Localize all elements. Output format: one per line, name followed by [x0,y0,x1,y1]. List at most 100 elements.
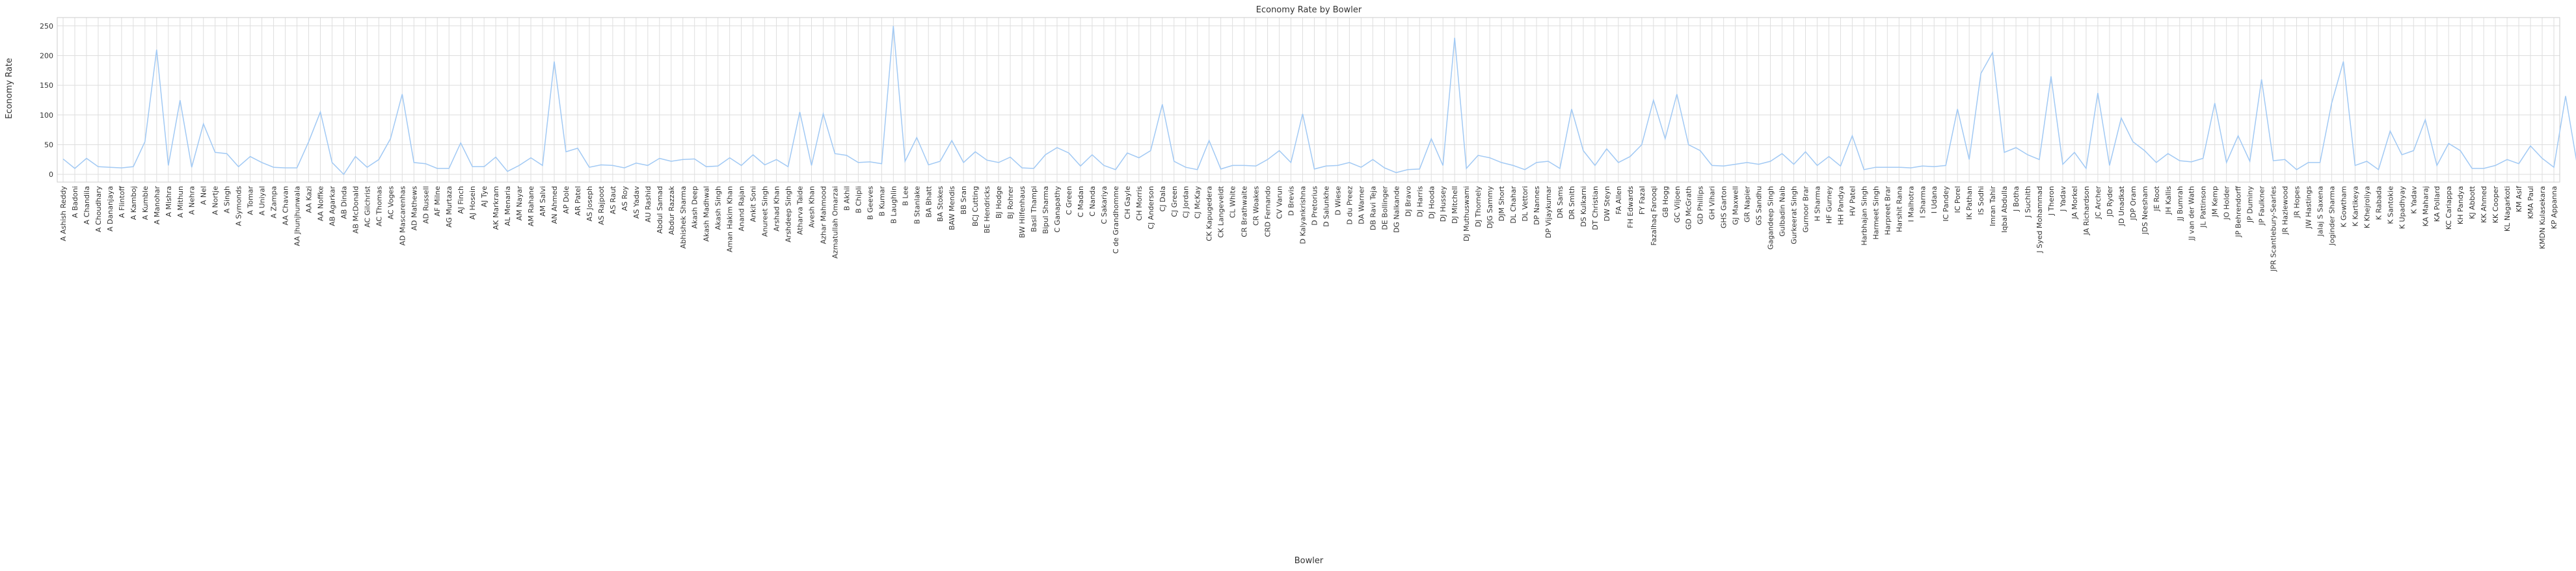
x-tick-label: DJ Thornely [1474,186,1483,228]
x-tick-label: CH Gayle [1123,186,1132,219]
x-tick-label: JPR Scantlebury-Searles [2270,186,2278,272]
x-tick-label: A Singh [223,186,232,213]
x-tick-label: JL Pattinson [2199,186,2208,228]
x-tick-label: AB Agarkar [328,186,336,226]
x-tick-label: HV Patel [1848,186,1857,216]
x-tick-label: KK Ahmed [2480,186,2488,223]
x-tick-label: A Kamboj [129,186,138,220]
x-tick-label: BA Bhatt [924,185,933,217]
x-tick-label: HH Pandya [1836,186,1845,225]
x-tick-label: AJ Hosein [468,186,477,220]
x-tick-label: AS Roy [621,186,629,211]
x-tick-label: AD Russell [422,186,430,224]
x-tick-label: JD Unadkat [2117,185,2126,226]
x-tick-label: Joginder Sharma [2328,186,2336,246]
line-series [62,25,2576,176]
x-tick-label: KP Appanna [2550,186,2558,229]
x-tick-label: D Salunkhe [1322,186,1330,227]
x-tick-label: Basil Thampi [1030,186,1038,232]
x-tick-label: HF Gurney [1825,186,1833,224]
x-tick-label: DJ Mitchell [1451,186,1459,224]
x-tick-label: DA Warner [1357,186,1365,224]
x-tick-label: D Pretorius [1310,186,1319,226]
x-tick-label: DJM Short [1497,185,1506,221]
x-tick-label: CJ Anderson [1147,186,1155,230]
x-tick-label: A Nortje [211,186,220,215]
x-tick-label: GD Phillips [1697,186,1705,224]
x-tick-label: KH Pandya [2456,186,2465,224]
x-tick-label: DG Nalkande [1392,186,1401,233]
x-tick-label: BCJ Cutting [971,186,980,226]
x-tick-label: C de Grandhomme [1112,186,1120,254]
x-tick-label: AA Noffke [316,186,325,221]
x-tick-label: JE Root [2153,185,2161,211]
x-tick-label: KK Cooper [2491,186,2500,224]
x-tick-label: GS Sandhu [1755,186,1764,226]
x-tick-label: DJ Muthuswami [1462,186,1471,241]
x-tick-label: D du Preez [1345,186,1354,225]
x-tick-label: IC Pandey [1942,186,1950,222]
x-tick-label: D Wiese [1334,186,1342,215]
x-tick-label: AC Thomas [375,186,383,226]
x-tick-label: CJ Green [1170,186,1179,217]
x-tick-label: JP Faulkner [2258,186,2266,226]
x-tick-label: Ankit Soni [749,186,758,222]
x-tick-label: GHS Garton [1720,186,1728,228]
x-tick-label: AD Mathews [410,186,418,231]
x-tick-label: KJ Abbott [2468,185,2476,219]
x-tick-label: B Geeves [866,186,874,220]
x-tick-label: K Upadhyay [2398,186,2406,230]
x-tick-label: Harpreet Brar [1883,186,1892,235]
x-tick-label: A Symonds [235,186,243,226]
y-tick-label: 100 [40,111,53,120]
x-tick-label: JDP Oram [2129,186,2138,220]
x-tick-label: DP Vijaykumar [1544,186,1553,239]
x-tick-label: BJ Hodge [995,186,1003,219]
x-tick-label: AM Rahane [527,186,535,226]
x-tick-label: JJ Bumrah [2176,186,2184,221]
x-tick-label: Iqbal Abdulla [2000,186,2009,233]
x-tick-label: AA Kazi [305,186,314,213]
x-tick-label: A Chandila [83,186,91,224]
x-tick-label: IS Sodhi [1977,186,1985,215]
x-tick-label: DP Nannes [1533,186,1541,225]
x-tick-label: GH Vihari [1708,186,1717,220]
x-tick-label: Abdur Razzak [667,185,676,235]
x-tick-label: DB Ravi Teja [1369,186,1377,230]
x-tick-label: A Badoni [71,186,79,218]
x-tick-label: A Kumble [141,186,150,220]
x-tick-label: GD McGrath [1685,186,1693,230]
x-tick-label: JC Archer [2094,186,2102,220]
x-tick-label: Arshdeep Singh [785,186,793,243]
x-tick-label: J Yadav [2059,186,2067,212]
x-tick-label: Anureet Singh [761,186,770,237]
x-tick-label: AS Yadav [632,186,641,219]
x-tick-label: JJ van der Wath [2188,186,2196,241]
x-tick-label: H Sharma [1813,186,1821,221]
x-tick-label: JR Hazlewood [2281,186,2290,235]
x-tick-label: JW Hastings [2304,186,2313,230]
x-tick-label: BAW Mendis [948,186,956,230]
x-tick-label: J Suchith [2024,186,2032,218]
x-tick-label: DW Steyn [1603,186,1611,221]
x-tick-label: JD Ryder [2106,186,2114,218]
x-tick-label: DJ Hooda [1427,186,1436,219]
x-tick-label: K Rabada [2374,186,2383,220]
x-tick-label: AU Rashid [644,186,652,222]
x-tick-label: DL Chahar [1509,186,1518,224]
x-tick-label: DR Smith [1568,186,1576,220]
x-tick-label: A Mithun [176,186,185,218]
x-tick-label: AS Rajpoot [597,185,606,225]
x-tick-label: Akash Singh [714,186,723,230]
x-tick-label: C Ganapathy [1053,186,1062,233]
x-tick-label: Arshad Khan [773,186,781,232]
x-tick-label: J Syed Mohammad [2035,186,2044,254]
x-tick-label: AS Joseph [585,186,594,221]
x-tick-label: D Kalyankrishna [1299,186,1308,244]
x-tick-label: GJ Maxwell [1732,186,1740,225]
x-tick-label: CR Brathwaite [1241,186,1249,237]
x-tick-label: AJ Tye [480,186,489,207]
x-tick-label: J Botha [2012,186,2020,212]
x-tick-label: JR Hopes [2293,186,2301,219]
